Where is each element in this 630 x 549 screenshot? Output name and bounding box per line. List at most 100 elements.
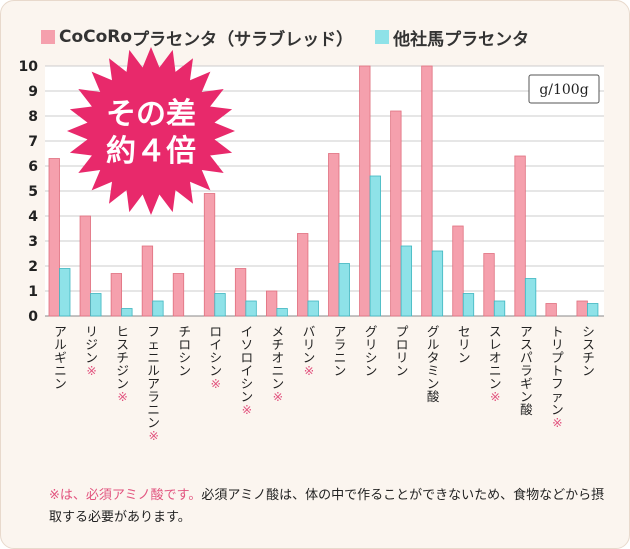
bar-cocoro [390,110,402,317]
category-label: トリプトファン※ [550,325,564,429]
category-label-text: フェニルアラニン [147,324,160,430]
category-label-text: アスパラギン酸 [520,324,533,417]
y-tick-label: 4 [28,209,38,225]
bar-other [59,268,71,317]
essential-mark: ※ [272,389,284,404]
bar-cocoro [265,290,278,317]
category-label: アラニン [333,325,347,377]
y-tick-label: 3 [28,234,38,250]
category-label: グルタミン酸 [426,325,440,403]
legend-item-other: 他社馬プラセンタ [375,25,529,50]
category-label-text: グリシン [364,324,378,378]
essential-mark: ※ [241,402,253,417]
y-tick-label: 10 [19,59,39,75]
bar-other [400,245,413,317]
badge-line-2: 約４倍 [106,134,196,169]
bar-other [121,308,133,317]
unit-box: g/100g [528,74,600,104]
essential-mark: ※ [86,363,97,378]
bar-cocoro [48,158,60,317]
category-label: バリン※ [302,325,316,377]
bar-cocoro [234,268,247,317]
category-label: プロリン [395,325,409,377]
bar-cocoro [359,65,371,317]
category-label-text: スレオニン [489,324,502,391]
bar-cocoro [328,153,340,317]
bar-other [90,293,102,317]
bar-other [493,300,506,317]
unit-label: g/100g [539,82,588,98]
y-tick-label: 0 [28,309,38,325]
category-label-text: イソロイシン [240,324,254,404]
y-tick-label: 7 [28,134,38,150]
bar-cocoro [203,193,216,317]
category-label: アスパラギン酸 [519,325,533,416]
bar-cocoro [576,300,588,317]
bar-cocoro [452,225,464,317]
callout-badge: その差 約４倍 [67,47,235,215]
bar-other [524,278,537,317]
category-label: セリン [457,325,471,364]
category-label-text: ロイシン [209,324,223,378]
category-label-text: チロシン [178,324,191,378]
category-label-text: アラニン [333,324,347,378]
category-label: フェニルアラニン※ [147,325,161,442]
bar-other [152,300,164,317]
y-tick-label: 8 [28,109,38,125]
category-label-text: メチオニン [271,324,285,391]
category-label: アルギニン [54,325,68,390]
bar-other [431,250,444,317]
legend-label-cocoro-brand: CoCoRo [59,27,133,47]
legend-swatch-cyan [375,30,390,44]
bar-cocoro [141,245,154,317]
category-label-text: セリン [457,324,471,365]
category-label: ヒスチジン※ [116,325,130,403]
legend-label-other: 他社馬プラセンタ [393,29,530,50]
bar-other [276,308,288,317]
category-label: スレオニン※ [488,325,502,403]
bar-cocoro [514,155,526,317]
category-label-text: シスチン [582,324,595,378]
badge-line-1: その差 [106,97,196,132]
footnote-text: 必須アミノ酸は、体の中で作ることができないため、食物などから摂取する必要がありま… [49,488,605,525]
y-tick-label: 2 [28,259,38,275]
category-label: チロシン [178,325,192,377]
starburst-shape [67,47,235,215]
essential-mark: ※ [552,415,563,430]
bar-cocoro [110,273,123,317]
essential-mark: ※ [210,376,222,391]
chart-legend: CoCoRo プラセンタ（サラブレッド） 他社馬プラセンタ [41,25,551,50]
bar-other [369,175,381,317]
bar-other [587,303,599,317]
y-tick-label: 9 [28,84,38,100]
y-tick-label: 1 [28,284,38,300]
footnote: ※は、必須アミノ酸です。必須アミノ酸は、体の中で作ることができないため、食物など… [49,485,609,529]
category-label: リジン※ [85,325,99,377]
bar-cocoro [545,303,557,317]
bar-other [462,293,475,317]
bar-other [338,263,350,317]
bar-cocoro [297,233,309,317]
essential-mark: ※ [117,389,128,404]
category-label: ロイシン※ [209,325,223,390]
category-label: グリシン [364,325,378,377]
legend-item-cocoro: CoCoRo プラセンタ（サラブレッド） [41,25,353,50]
essential-mark: ※ [148,428,159,443]
bar-cocoro [421,65,433,317]
footnote-highlight: ※は、必須アミノ酸です。 [49,488,202,503]
bar-other [245,300,257,317]
category-label-text: リジン [85,324,98,365]
category-label-text: ヒスチジン [116,324,129,391]
category-label-text: アルギニン [54,324,67,391]
y-tick-label: 6 [28,159,38,175]
bar-other [214,293,226,317]
legend-label-cocoro-rest: プラセンタ（サラブレッド） [132,29,354,50]
category-label: メチオニン※ [271,325,285,403]
bar-cocoro [483,253,495,317]
category-label-text: トリプトファン [551,324,564,417]
category-label-text: グルタミン酸 [426,324,440,404]
legend-swatch-pink [41,30,55,44]
essential-mark: ※ [490,389,501,404]
